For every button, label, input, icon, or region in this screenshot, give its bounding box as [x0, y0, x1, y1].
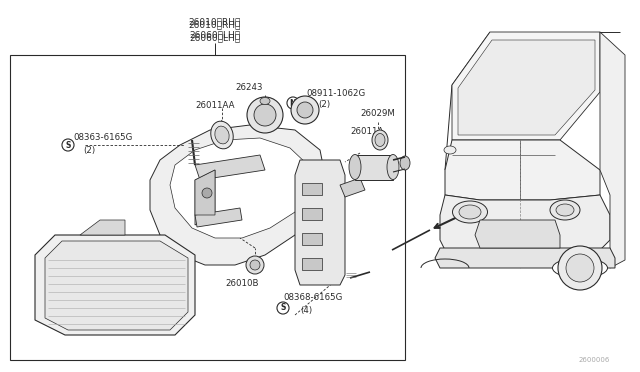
Text: 08363-6165G: 08363-6165G [73, 134, 132, 142]
Circle shape [250, 260, 260, 270]
Ellipse shape [215, 126, 229, 144]
Circle shape [558, 246, 602, 290]
Text: 26060（LH）: 26060（LH） [189, 31, 241, 39]
Ellipse shape [550, 200, 580, 220]
Polygon shape [435, 248, 615, 268]
Text: 08911-1062G: 08911-1062G [306, 89, 365, 97]
Text: 26010（RH）: 26010（RH） [189, 17, 241, 26]
Polygon shape [458, 40, 595, 135]
Polygon shape [340, 178, 365, 197]
Polygon shape [600, 32, 625, 268]
Polygon shape [440, 195, 610, 250]
Polygon shape [195, 170, 215, 225]
Ellipse shape [260, 97, 270, 105]
Text: (4): (4) [300, 305, 312, 314]
Circle shape [254, 104, 276, 126]
Ellipse shape [400, 156, 410, 170]
Ellipse shape [459, 205, 481, 219]
Circle shape [297, 102, 313, 118]
Text: S: S [280, 304, 285, 312]
Polygon shape [195, 208, 242, 227]
Text: 26010B: 26010B [225, 279, 259, 288]
Polygon shape [452, 32, 600, 140]
Text: 26060（LH）: 26060（LH） [189, 33, 241, 42]
Bar [355, 155, 393, 180]
Text: 2600006: 2600006 [579, 357, 610, 363]
Bar [302, 233, 322, 245]
Text: S: S [65, 141, 70, 150]
Text: (2): (2) [318, 99, 330, 109]
Polygon shape [295, 160, 345, 285]
Text: (2): (2) [83, 145, 95, 154]
Ellipse shape [552, 258, 607, 278]
Circle shape [566, 254, 594, 282]
Bar [302, 208, 322, 220]
Ellipse shape [387, 154, 399, 180]
Polygon shape [80, 220, 125, 235]
Polygon shape [150, 125, 325, 265]
Text: N: N [290, 99, 296, 108]
Circle shape [291, 96, 319, 124]
Text: 26243: 26243 [235, 83, 262, 93]
Bar [302, 183, 322, 195]
Ellipse shape [444, 146, 456, 154]
Bar [302, 258, 322, 270]
Text: 26011A: 26011A [350, 128, 383, 137]
Polygon shape [445, 140, 600, 200]
Circle shape [202, 188, 212, 198]
Text: 26029M: 26029M [360, 109, 395, 118]
Text: 08368-6165G: 08368-6165G [283, 294, 342, 302]
Ellipse shape [375, 134, 385, 147]
Polygon shape [45, 241, 188, 330]
Ellipse shape [556, 204, 574, 216]
Polygon shape [170, 138, 308, 238]
Ellipse shape [211, 121, 233, 149]
Polygon shape [475, 220, 560, 248]
Text: 26011AA: 26011AA [195, 100, 234, 109]
Circle shape [247, 97, 283, 133]
Ellipse shape [452, 201, 488, 223]
Circle shape [246, 256, 264, 274]
Ellipse shape [372, 130, 388, 150]
Text: 26010（RH）: 26010（RH） [189, 20, 241, 29]
Ellipse shape [349, 154, 361, 180]
Polygon shape [195, 170, 215, 215]
Polygon shape [35, 235, 195, 335]
Bar [10, 55, 405, 360]
Polygon shape [195, 155, 265, 180]
